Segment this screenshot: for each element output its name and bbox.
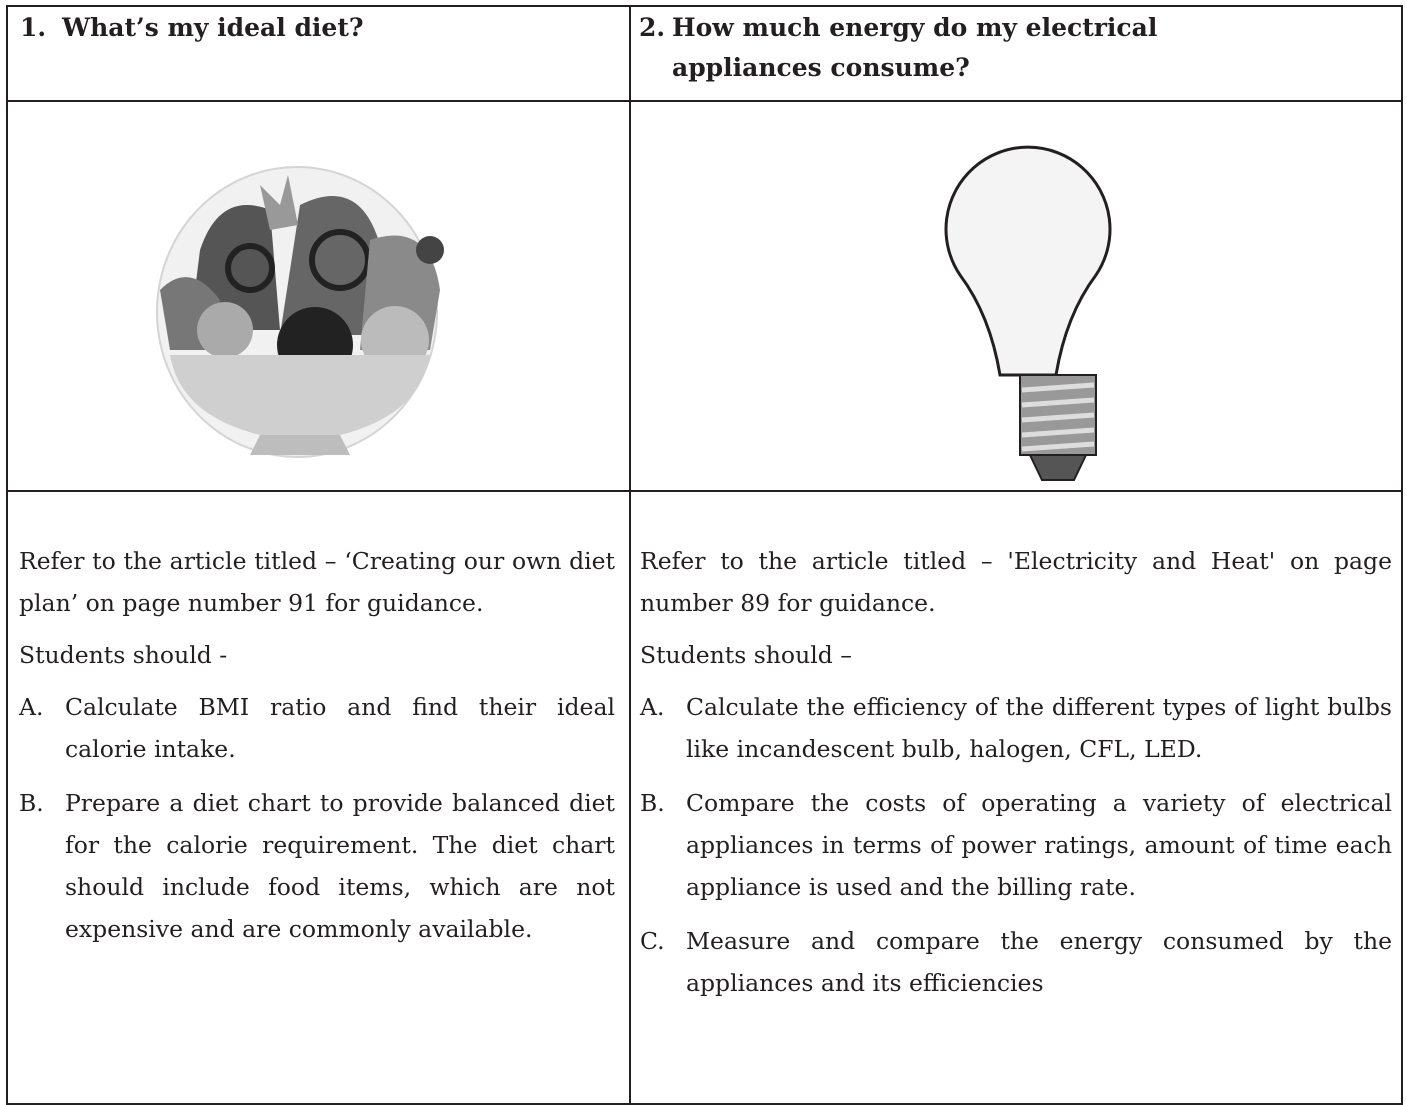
item-letter: B. (19, 789, 44, 817)
heading-number: 2. (639, 13, 666, 42)
item-text: Compare the costs of operating a variety… (686, 789, 1392, 901)
list-item: B. Prepare a diet chart to provide balanc… (19, 782, 615, 950)
column-heading: 1. What’s my ideal diet? (20, 0, 620, 94)
item-letter: A. (19, 693, 44, 721)
column-divider (629, 7, 631, 1103)
row-divider (8, 100, 1401, 102)
intro-text: Refer to the article titled – 'Electrici… (640, 547, 1392, 617)
list-item: B. Compare the costs of operating a varie… (640, 782, 1392, 908)
item-letter: C. (640, 927, 665, 955)
column-heading: 2. How much energy do my electrical appl… (639, 0, 1199, 94)
heading-number: 1. (20, 13, 47, 42)
item-letter: A. (640, 693, 665, 721)
item-text: Calculate the efficiency of the differen… (686, 693, 1392, 763)
light-bulb (944, 145, 1112, 481)
intro-text: Refer to the article titled – ‘Creating … (19, 547, 615, 617)
row-divider (8, 490, 1401, 492)
list-item: C. Measure and compare the energy consume… (640, 920, 1392, 1004)
item-letter: B. (640, 789, 665, 817)
column-body: Refer to the article titled – ‘Creating … (19, 540, 615, 962)
lead-text: Students should - (19, 641, 228, 669)
lead-text: Students should – (640, 641, 852, 669)
list-item: A. Calculate BMI ratio and find their ide… (19, 686, 615, 770)
column-body: Refer to the article titled – 'Electrici… (640, 540, 1392, 1016)
item-text: Prepare a diet chart to provide balanced… (65, 789, 615, 943)
list-item: A. Calculate the efficiency of the differ… (640, 686, 1392, 770)
item-text: Calculate BMI ratio and find their ideal… (65, 693, 615, 763)
salad-bowl (156, 166, 444, 458)
item-text: Measure and compare the energy consumed … (686, 927, 1392, 997)
heading-text: How much energy do my electrical applian… (672, 13, 1158, 82)
heading-text: What’s my ideal diet? (62, 13, 364, 42)
